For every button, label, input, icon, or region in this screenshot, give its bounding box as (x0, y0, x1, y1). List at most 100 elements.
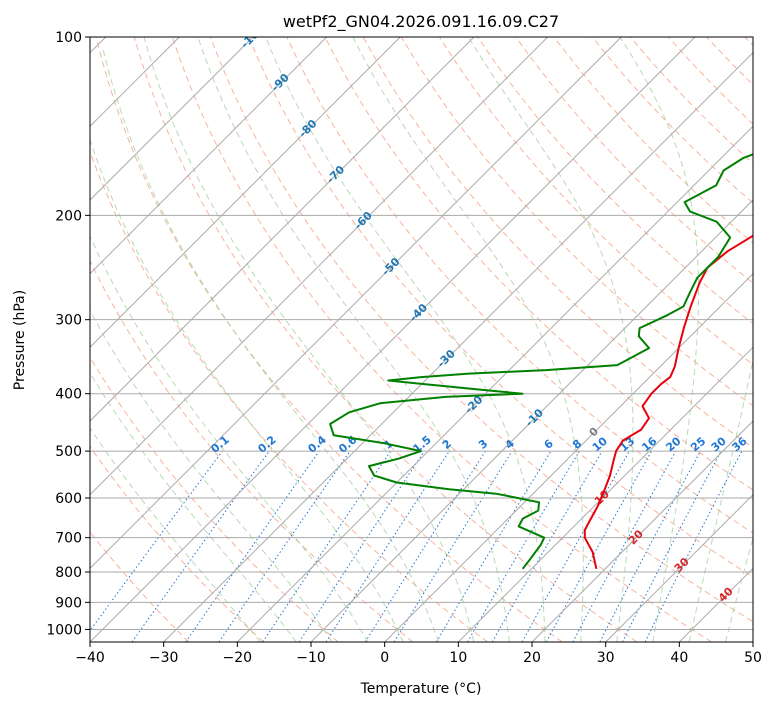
x-tick-label: −40 (75, 650, 105, 666)
isotherm (531, 420, 753, 642)
moist-adiabat (102, 49, 439, 642)
profile-series (329, 153, 753, 570)
chart-title: wetPf2_GN04.2026.091.16.09.C27 (283, 12, 559, 32)
y-axis-title: Pressure (hPa) (12, 290, 28, 390)
moist-adiabat (688, 358, 753, 642)
dry-adiabat (90, 531, 190, 642)
dry-adiabat (706, 37, 753, 86)
isotherm (90, 37, 328, 275)
x-tick-label: 20 (523, 650, 541, 666)
mixing-ratio-label: 2 (440, 437, 454, 452)
dry-adiabat (90, 445, 264, 642)
isotherm-label: -60 (352, 209, 375, 232)
dry-adiabat (591, 37, 753, 204)
mixing-ratio-line (90, 450, 223, 632)
mixing-ratio-line (218, 450, 351, 642)
isotherm (605, 493, 753, 642)
y-tick-label: 400 (55, 387, 82, 403)
mixing-ratio-line (644, 450, 743, 642)
x-axis: −40 −30 −20 −10 0 10 20 30 40 50 (75, 642, 762, 666)
dewpoint-profile (329, 153, 753, 570)
mixing-ratio-line (572, 450, 677, 642)
dry-adiabat (668, 37, 753, 125)
mixing-ratio-label: 8 (570, 437, 584, 452)
moist-adiabat (90, 235, 369, 642)
mixing-ratio-label: 0.4 (305, 433, 329, 456)
dry-adiabat (515, 37, 753, 284)
mixing-ratio-line (262, 450, 392, 642)
dry-adiabat (95, 37, 563, 642)
mixing-ratio-label: 6 (542, 437, 556, 452)
mixing-ratio-line (131, 450, 270, 642)
mixing-ratio-line (521, 450, 630, 642)
y-tick-label: 900 (55, 595, 82, 611)
isotherm (90, 37, 696, 642)
x-tick-label: −20 (223, 650, 253, 666)
dry-adiabat (324, 37, 753, 491)
y-tick-label: 300 (55, 313, 82, 329)
isotherm (163, 51, 753, 642)
mixing-ratio-line (435, 450, 552, 642)
mixing-ratio-label: 0.1 (209, 433, 232, 455)
moist-adiabat (725, 536, 753, 642)
background-lines (90, 37, 753, 642)
dry-adiabat (286, 37, 753, 534)
isotherm (90, 37, 254, 201)
dry-adiabat (133, 37, 638, 642)
moist-adiabat (143, 37, 475, 642)
mixing-ratio-line (599, 450, 701, 642)
isotherm (384, 272, 753, 642)
x-axis-title: Temperature (°C) (360, 681, 482, 697)
moist-adiabat (352, 37, 584, 642)
dry-adiabat (210, 37, 753, 623)
dry-adiabat (90, 259, 414, 642)
dry-adiabat (90, 150, 488, 642)
isotherm (90, 37, 475, 422)
mixing-ratio-line (298, 450, 425, 642)
isotherm (457, 346, 753, 642)
mixing-ratio-label: 1.5 (411, 433, 434, 455)
isotherm (90, 37, 549, 496)
moist-adiabat (467, 37, 634, 642)
mixing-ratio-label: 3 (476, 437, 490, 452)
moist-adiabat (90, 371, 297, 642)
x-tick-label: −10 (296, 650, 326, 666)
y-axis: 1000 900 800 700 600 500 400 300 200 100 (46, 30, 90, 638)
isotherm (310, 199, 753, 642)
dry-adiabat (248, 37, 753, 578)
moist-adiabat (197, 37, 510, 642)
x-tick-label: 0 (380, 650, 389, 666)
mixing-ratio-line (325, 450, 450, 642)
moist-adiabat (90, 427, 261, 642)
moist-adiabat (265, 37, 546, 642)
y-tick-label: 100 (55, 30, 82, 46)
moist-adiabat (90, 138, 404, 642)
x-tick-label: 50 (744, 650, 762, 666)
mixing-ratio-line (393, 450, 513, 642)
isotherm (678, 567, 753, 642)
temperature-profile (583, 234, 753, 570)
x-tick-label: 30 (597, 650, 615, 666)
isotherm (90, 37, 401, 349)
plot-frame (89, 36, 754, 643)
moist-adiabat (90, 309, 333, 642)
isotherm (90, 37, 622, 570)
x-tick-label: 10 (449, 650, 467, 666)
x-tick-label: −30 (149, 650, 179, 666)
dry-adiabat (553, 37, 753, 244)
moist-adiabat (619, 37, 699, 642)
y-tick-label: 500 (55, 444, 82, 460)
y-tick-label: 1000 (46, 622, 82, 638)
y-tick-label: 800 (55, 565, 82, 581)
x-tick-label: 40 (670, 650, 688, 666)
isotherm (236, 125, 753, 642)
y-tick-label: 700 (55, 531, 82, 547)
mixing-ratio-line (185, 450, 320, 642)
y-tick-label: 600 (55, 491, 82, 507)
dry-adiabat (90, 356, 339, 642)
isotherm (752, 641, 753, 642)
mixing-ratio-line (364, 450, 486, 642)
mixing-ratio-line (545, 450, 653, 642)
y-tick-label: 200 (55, 208, 82, 224)
